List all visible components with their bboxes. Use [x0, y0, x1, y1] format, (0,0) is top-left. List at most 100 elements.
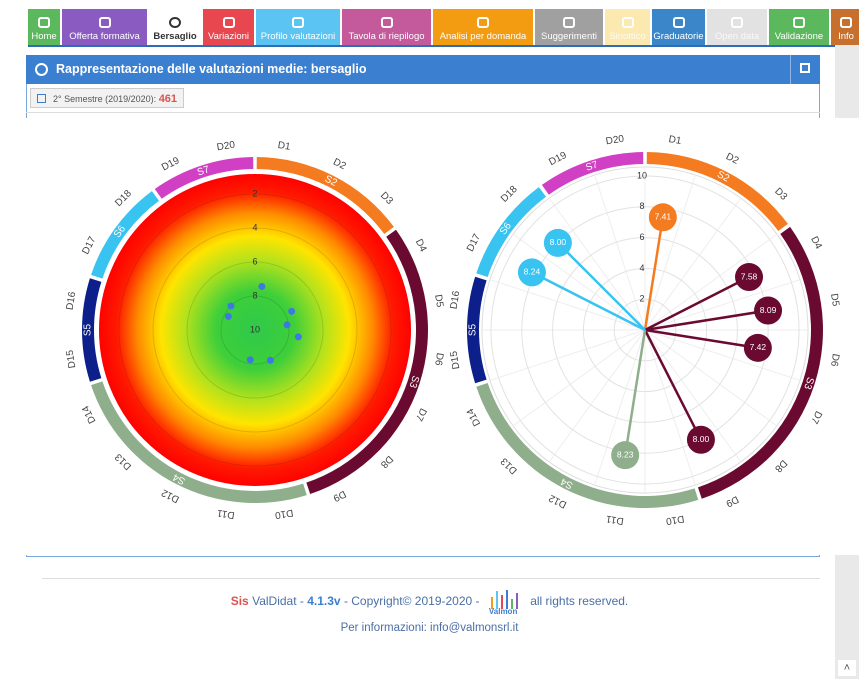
spoke [489, 329, 646, 381]
nav-icon [621, 17, 634, 28]
domain-label: D8 [772, 457, 789, 474]
domain-label: D3 [378, 190, 395, 207]
domain-label: D15 [449, 350, 463, 370]
nav-item[interactable]: Analisi per domanda [433, 9, 533, 45]
domain-label: D10 [665, 513, 685, 527]
domain-label: D12 [160, 486, 182, 504]
nav-item[interactable]: Suggerimenti [535, 9, 603, 45]
nav-icon [731, 17, 743, 28]
grid-ring [220, 295, 290, 365]
domain-label: D19 [547, 150, 569, 168]
footer-divider [42, 578, 820, 579]
domain-label: D7 [413, 406, 429, 423]
sector-arc [466, 276, 487, 384]
r-tick-label: 2 [639, 294, 644, 304]
value-label: 7.41 [655, 212, 672, 222]
domain-label: D17 [80, 235, 98, 257]
r-tick-label: 10 [250, 324, 260, 334]
value-label: 8.00 [550, 237, 567, 247]
value-label: 8.24 [524, 267, 541, 277]
sector-arc [476, 187, 547, 278]
domain-label: D17 [465, 232, 483, 254]
logo: Valmon [487, 590, 523, 616]
score-bubble [686, 425, 715, 454]
nav-item[interactable]: Graduatorie [652, 9, 705, 45]
value-label: 8.09 [760, 305, 777, 315]
domain-label: D19 [160, 155, 182, 173]
domain-label: D20 [605, 134, 625, 148]
spoke [644, 329, 742, 463]
sector-arc [646, 152, 788, 232]
score-line [623, 329, 647, 456]
spoke [512, 329, 646, 427]
r-tick-label: 6 [252, 256, 257, 266]
filter-count: 461 [158, 93, 178, 105]
nav-item[interactable]: Bersaglio [149, 9, 201, 45]
value-label: 7.42 [750, 342, 767, 352]
score-line [557, 242, 646, 331]
sector-arc [91, 191, 160, 279]
grid-ring [521, 206, 769, 454]
score-bubble [743, 333, 772, 362]
spoke [594, 329, 646, 486]
domain-label: D2 [331, 157, 348, 173]
score-bubble [648, 203, 677, 232]
sector-label: S2 [715, 169, 731, 185]
spoke [548, 329, 646, 463]
expand-button[interactable] [790, 55, 820, 84]
sector-label: S3 [801, 376, 815, 391]
nav-item[interactable]: Home [28, 9, 60, 45]
nav-label: Variazioni [207, 31, 249, 42]
score-dot [246, 356, 254, 364]
brand: Sis [230, 594, 249, 609]
panel-title: Rappresentazione delle valutazioni medie… [56, 62, 367, 76]
nav-item[interactable]: Tavola di riepilogo [342, 9, 431, 45]
nav-item[interactable]: Offerta formativa [62, 9, 147, 45]
logo-text: Valmon [488, 607, 518, 616]
sector-arc [154, 157, 254, 199]
r-tick-label: 8 [252, 290, 257, 300]
sector-arc [91, 381, 307, 504]
domain-label: D14 [80, 403, 98, 425]
score-bubble [543, 228, 572, 257]
domain-label: D8 [378, 453, 395, 470]
charts: S2S3S4S5S6S7D1D2D3D4D5D6D7D8D9D10D11D12D… [64, 134, 841, 527]
nav-item[interactable]: Sinottico [605, 9, 650, 45]
sector-label: S7 [584, 159, 599, 173]
filter-chip[interactable]: 2° Semestre (2019/2020): 461 [30, 88, 185, 108]
domain-label: D15 [64, 349, 78, 369]
value-label: 8.00 [693, 434, 710, 444]
grid-ring [186, 261, 324, 399]
nav-item[interactable]: Validazione [769, 9, 829, 45]
domain-label: D11 [216, 507, 236, 521]
nav-label: Validazione [774, 31, 824, 42]
score-dot [294, 333, 302, 341]
scroll-top-button[interactable]: ˄ [838, 660, 856, 676]
nav-item[interactable]: Profilo valutazioni [256, 9, 340, 45]
score-line [644, 309, 769, 332]
nav-label: Offerta formativa [69, 31, 140, 42]
grid-ring [552, 237, 738, 423]
grid-ring [118, 193, 392, 467]
r-tick-label: 8 [639, 201, 644, 211]
nav-item[interactable]: Info [831, 9, 859, 45]
nav-icon [672, 17, 685, 28]
domain-label: D5 [432, 294, 445, 309]
score-dot [288, 307, 296, 315]
divider [26, 112, 820, 113]
nav-icon [840, 17, 852, 28]
calendar-icon [37, 94, 46, 103]
sector-label: S2 [323, 174, 339, 190]
nav-item[interactable]: Open data [707, 9, 767, 45]
spoke [512, 233, 646, 331]
score-bubble [517, 258, 546, 287]
spoke [489, 279, 646, 331]
sector-label: S4 [559, 475, 575, 491]
nav-item[interactable]: Variazioni [203, 9, 254, 45]
chart-card: S2 S3 S4 S5 S6 S7 D1 D2 D3 D4 D5 D6 D7 D8 D9 D10 D11 D12 D… [26, 118, 859, 555]
domain-label: D12 [547, 492, 569, 510]
domain-label: D7 [808, 409, 824, 426]
score-line [644, 328, 759, 350]
score-line [643, 217, 665, 331]
domain-label: D18 [499, 184, 520, 205]
